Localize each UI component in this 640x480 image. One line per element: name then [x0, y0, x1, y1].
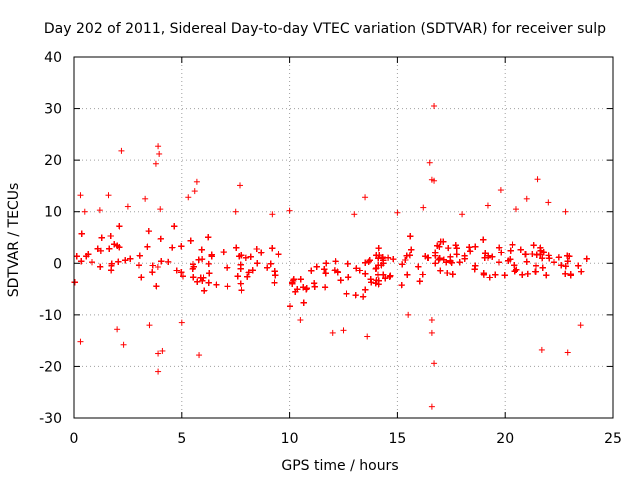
data-point — [337, 277, 344, 284]
data-point — [154, 264, 161, 271]
data-point — [116, 223, 123, 230]
data-point — [78, 258, 85, 265]
data-point — [375, 245, 382, 252]
data-point — [78, 230, 85, 237]
data-point — [224, 264, 231, 271]
data-point — [543, 272, 550, 279]
data-point — [237, 280, 244, 287]
data-point — [352, 292, 359, 299]
data-point — [509, 241, 516, 248]
data-points — [71, 102, 590, 410]
data-point — [311, 280, 318, 287]
data-point — [436, 243, 443, 250]
data-point — [244, 273, 251, 280]
data-point — [562, 263, 569, 270]
data-point — [264, 264, 271, 271]
grid-lines — [74, 57, 613, 418]
data-point — [300, 299, 307, 306]
data-point — [258, 249, 265, 256]
